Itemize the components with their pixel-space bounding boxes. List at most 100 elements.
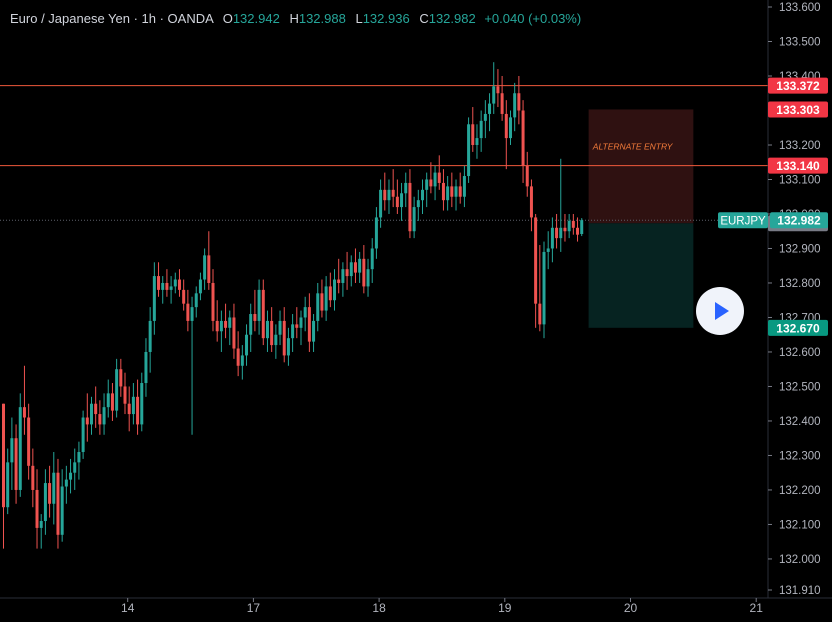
candle-body: [546, 248, 550, 252]
candle-body: [73, 462, 77, 473]
candle-body: [555, 227, 559, 239]
candle-body: [559, 227, 563, 239]
candle-body: [278, 320, 282, 335]
candle-body: [198, 279, 202, 294]
candle-body: [14, 438, 18, 490]
candle-body: [567, 220, 571, 232]
time-tick-label: 21: [750, 601, 764, 615]
candle-body: [89, 403, 93, 425]
candle-body: [165, 282, 169, 290]
candle-body: [349, 262, 353, 277]
candle-body: [157, 276, 161, 290]
open-value: 132.942: [232, 11, 280, 26]
position-zones: [588, 109, 694, 328]
candle-body: [148, 320, 152, 352]
candle-body: [462, 176, 466, 197]
candle-body: [479, 120, 483, 139]
candle-body: [270, 320, 274, 346]
candle-body: [412, 207, 416, 232]
candle-body: [370, 248, 374, 270]
candle-body: [35, 489, 39, 528]
candle-body: [312, 320, 316, 342]
candle-body: [433, 172, 437, 187]
candle-body: [56, 472, 60, 535]
candle-body: [358, 258, 362, 273]
candle-body: [563, 227, 567, 232]
last-price-label-bg: [770, 212, 828, 229]
candle-body: [303, 307, 307, 318]
candle-body: [471, 124, 475, 145]
candle-body: [550, 227, 554, 249]
price-tick-label: 132.600: [779, 347, 821, 359]
candle-body: [169, 286, 173, 290]
candle-body: [136, 396, 140, 425]
symbol-tag: EURJPY: [720, 216, 766, 228]
candle-body: [458, 186, 462, 197]
price-tick-label: 133.600: [779, 2, 821, 14]
stop-price-label: 133.303: [776, 103, 820, 117]
candle-body: [295, 324, 299, 328]
candle-body: [81, 417, 85, 453]
candle-body: [232, 317, 236, 349]
candle-body: [64, 479, 68, 487]
candle-body: [282, 320, 286, 356]
stop-price-label-bg: [768, 101, 828, 118]
candle-body: [291, 324, 295, 339]
candle-body: [257, 289, 261, 321]
close-label: C: [419, 11, 429, 26]
candle-body: [496, 86, 500, 94]
candle-body: [140, 383, 144, 425]
candle-body: [525, 165, 529, 187]
candle-body: [115, 369, 119, 411]
candle-body: [429, 179, 433, 187]
overlays: ALTERNATE ENTRY: [592, 142, 674, 152]
time-tick-label: 18: [372, 601, 386, 615]
price-labels: 133.372133.140133.303132.670132.973EURJP…: [718, 77, 828, 336]
candle-body: [60, 486, 64, 535]
candle-body: [85, 417, 89, 425]
candle-body: [211, 282, 215, 321]
candle-body: [353, 262, 357, 273]
candle-body: [333, 279, 337, 301]
price-tick-label: 132.200: [779, 485, 821, 497]
candle-body: [492, 86, 496, 104]
candle-body: [52, 472, 56, 504]
candle-body: [437, 172, 441, 183]
open-label: O: [222, 11, 233, 26]
price-tick-label: 132.300: [779, 450, 821, 462]
candle-body: [500, 93, 504, 114]
candle-body: [316, 293, 320, 321]
candle-body: [22, 407, 26, 418]
candle-body: [504, 113, 508, 139]
price-tick-label: 132.900: [779, 243, 821, 255]
candle-body: [538, 303, 542, 325]
candle-body: [253, 314, 257, 321]
candle-body: [488, 103, 492, 114]
play-button[interactable]: [696, 287, 744, 335]
horizontal-lines: [0, 85, 768, 221]
candle-body: [182, 289, 186, 304]
candle-body: [425, 179, 429, 190]
target-price-label: 132.670: [776, 321, 820, 335]
candle-body: [450, 186, 454, 197]
candle-body: [203, 255, 207, 280]
candle-body: [6, 462, 10, 508]
candle-body: [261, 289, 265, 339]
candle-body: [236, 348, 240, 366]
price-label-133-372-bg: [768, 77, 828, 94]
candle-body: [127, 403, 131, 415]
symbol-title: Euro / Japanese Yen · 1h · OANDA: [10, 11, 214, 26]
candle-body: [366, 269, 370, 287]
high-value: 132.988: [298, 11, 346, 26]
price-tick-label: 132.400: [779, 416, 821, 428]
candle-body: [299, 317, 303, 328]
time-axis[interactable]: 14 17 18 19 20 21: [0, 597, 832, 615]
candle-body: [337, 279, 341, 283]
candle-body: [571, 220, 575, 228]
candle-body: [446, 186, 450, 201]
candle-body: [10, 438, 14, 463]
candle-body: [395, 196, 399, 208]
candle-body: [475, 138, 479, 145]
candle-body: [228, 317, 232, 328]
